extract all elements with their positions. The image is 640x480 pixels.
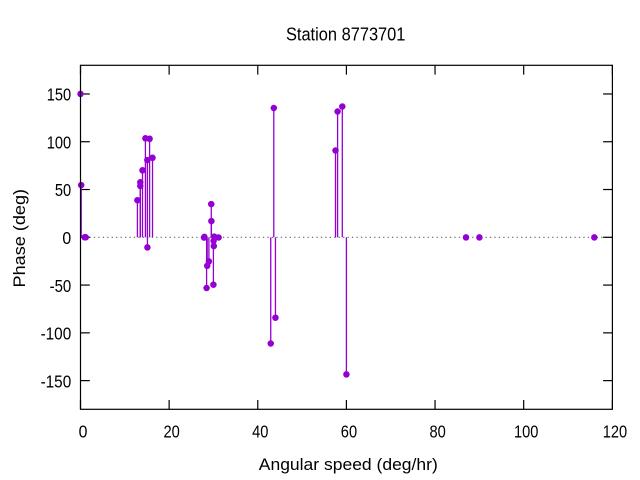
svg-text:Station 8773701: Station 8773701 — [286, 24, 406, 45]
svg-text:-100: -100 — [41, 324, 72, 344]
svg-text:20: 20 — [164, 421, 180, 441]
svg-text:80: 80 — [429, 421, 445, 441]
svg-text:0: 0 — [62, 228, 71, 248]
svg-text:60: 60 — [341, 421, 357, 441]
svg-text:Phase (deg): Phase (deg) — [10, 189, 29, 288]
svg-text:-50: -50 — [50, 276, 72, 296]
svg-text:40: 40 — [252, 421, 268, 441]
svg-text:-150: -150 — [41, 371, 72, 391]
svg-text:100: 100 — [47, 132, 72, 152]
svg-text:Angular speed (deg/hr): Angular speed (deg/hr) — [259, 455, 438, 474]
svg-text:0: 0 — [79, 421, 88, 441]
svg-text:150: 150 — [47, 85, 72, 105]
svg-text:50: 50 — [55, 180, 71, 200]
svg-text:100: 100 — [514, 421, 539, 441]
svg-text:120: 120 — [603, 421, 628, 441]
